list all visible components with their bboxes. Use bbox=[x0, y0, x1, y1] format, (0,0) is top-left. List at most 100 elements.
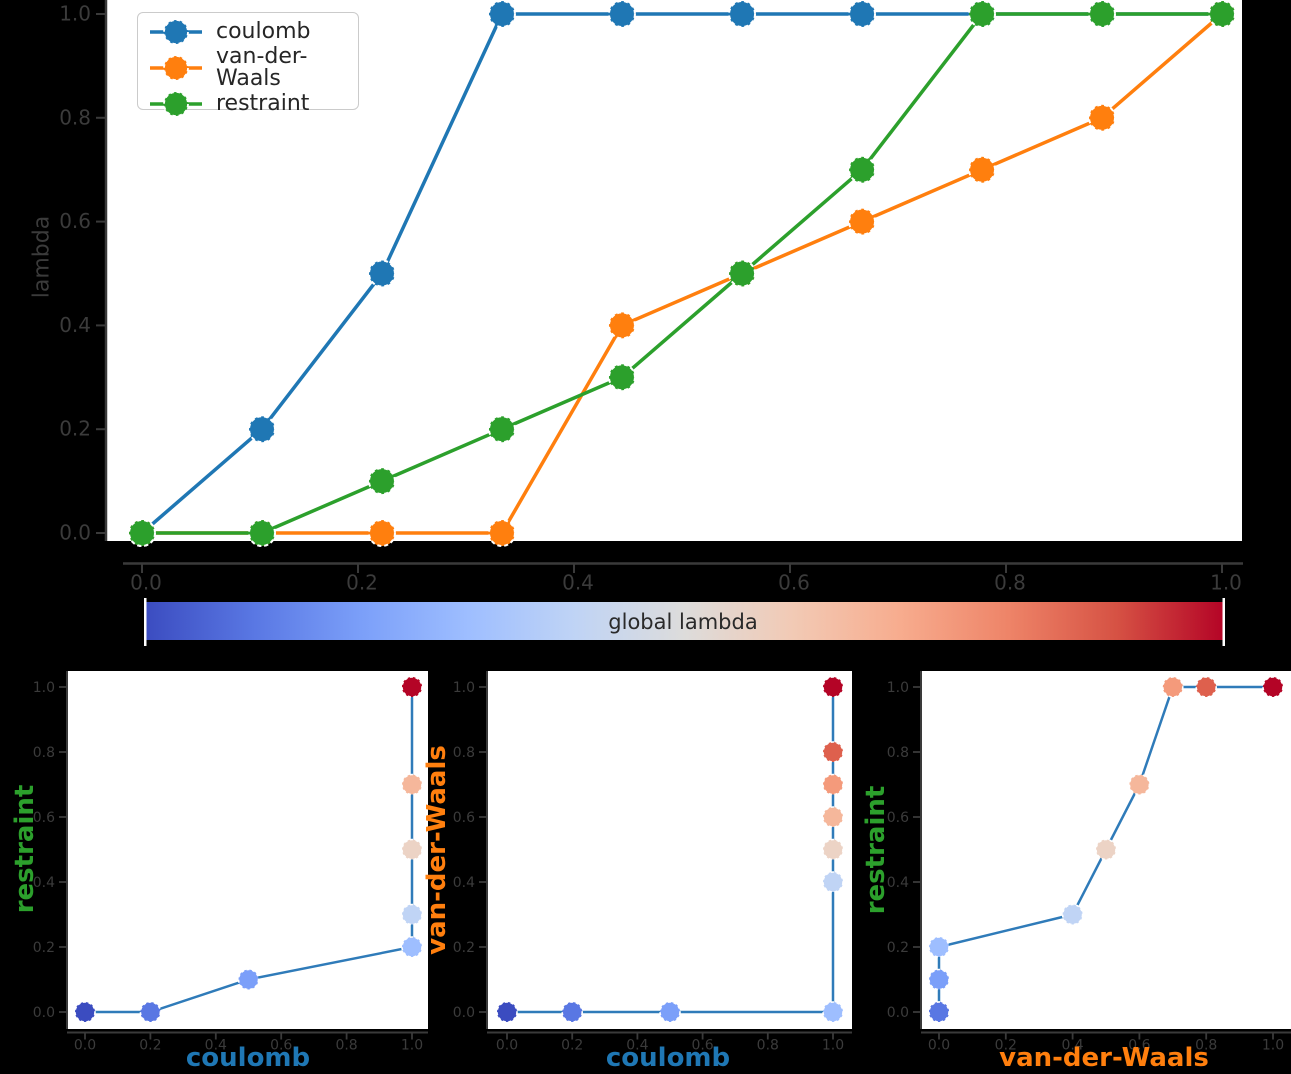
data-point-van-der-Waals bbox=[607, 311, 636, 340]
tick-label: 0.4 bbox=[562, 571, 594, 595]
data-point bbox=[401, 936, 423, 958]
data-point bbox=[1162, 676, 1184, 698]
series-line-restraint bbox=[142, 12, 1222, 535]
tick-label: 0.8 bbox=[453, 745, 475, 761]
data-point-restraint bbox=[367, 467, 396, 496]
tick-label: 1.0 bbox=[453, 680, 475, 696]
tick-label: 0.8 bbox=[887, 745, 909, 761]
data-point-coulomb bbox=[247, 415, 276, 444]
tick-label: 0.2 bbox=[33, 940, 55, 956]
tick-label: 0.6 bbox=[1128, 1038, 1150, 1054]
subplot2-y-axis-label: van-der-Waals bbox=[422, 745, 452, 955]
data-point bbox=[1061, 903, 1084, 926]
subplot1-x-axis-label: coulomb bbox=[185, 1043, 311, 1073]
tick-label: 0.8 bbox=[994, 571, 1026, 595]
data-point-restraint bbox=[247, 519, 276, 547]
tick-label: 0.4 bbox=[205, 1038, 227, 1054]
data-point-van-der-Waals bbox=[487, 519, 516, 547]
colorbar bbox=[145, 602, 1224, 640]
subplot-line bbox=[85, 687, 414, 1014]
tick-label: 0.6 bbox=[33, 810, 55, 826]
data-point-restraint bbox=[968, 0, 997, 28]
subplot3-y-axis-label: restraint bbox=[861, 785, 891, 915]
data-point-restraint bbox=[1208, 0, 1236, 28]
tick-label: 0.2 bbox=[59, 417, 91, 441]
data-point bbox=[1262, 676, 1284, 698]
subplot1-y-axis-label: restraint bbox=[10, 784, 40, 914]
data-point bbox=[561, 1001, 584, 1023]
tick-label: 0.2 bbox=[139, 1038, 161, 1054]
tick-label: 0.2 bbox=[453, 940, 475, 956]
data-point-restraint bbox=[487, 415, 516, 444]
tick-label: 0.2 bbox=[561, 1038, 583, 1054]
tick-label: 0.0 bbox=[496, 1038, 518, 1054]
data-point bbox=[928, 968, 950, 991]
legend-label-van-der-waals: van-der-Waals bbox=[216, 44, 308, 91]
tick-label: 1.0 bbox=[1262, 1038, 1284, 1054]
data-point bbox=[822, 838, 844, 861]
tick-label: 0.4 bbox=[887, 875, 909, 891]
data-point-van-der-Waals bbox=[1088, 103, 1117, 132]
data-point bbox=[1195, 676, 1217, 698]
tick-label: 0.0 bbox=[33, 1005, 55, 1021]
tick-label: 0.4 bbox=[33, 875, 55, 891]
tick-label: 1.0 bbox=[1210, 571, 1242, 595]
legend-label-restraint: restraint bbox=[216, 91, 310, 116]
data-point bbox=[401, 903, 423, 926]
tick-label: 0.6 bbox=[453, 810, 475, 826]
colorbar-right-edge bbox=[1222, 598, 1225, 646]
tick-label: 0.0 bbox=[59, 521, 91, 545]
tick-label: 1.0 bbox=[887, 680, 909, 696]
legend: coulomb van-der-Waals restraint bbox=[137, 12, 359, 117]
data-point-restraint bbox=[1088, 0, 1117, 28]
tick-label: 0.4 bbox=[59, 313, 91, 337]
data-point bbox=[1128, 773, 1151, 796]
tick-label: 0.8 bbox=[33, 745, 55, 761]
tick-label: 1.0 bbox=[33, 680, 55, 696]
tick-label: 1.0 bbox=[401, 1038, 423, 1054]
tick-label: 0.0 bbox=[887, 1005, 909, 1021]
legend-marker-coulomb-icon bbox=[150, 19, 202, 45]
data-point-van-der-Waals bbox=[968, 155, 997, 184]
tick-label: 0.6 bbox=[691, 1038, 713, 1054]
data-point bbox=[822, 871, 844, 893]
data-point bbox=[822, 741, 844, 763]
data-point bbox=[74, 1001, 96, 1023]
tick-label: 0.4 bbox=[453, 875, 475, 891]
tick-label: 0.6 bbox=[59, 209, 91, 233]
data-point bbox=[822, 676, 844, 698]
data-point-restraint bbox=[728, 259, 757, 288]
tick-label: 0.4 bbox=[1061, 1038, 1083, 1054]
subplot-area-2 bbox=[488, 671, 852, 1029]
data-point-coulomb bbox=[487, 0, 516, 28]
colorbar-label: global lambda bbox=[608, 610, 758, 634]
data-point bbox=[928, 936, 950, 958]
tick-label: 0.0 bbox=[453, 1005, 475, 1021]
data-point bbox=[237, 968, 260, 991]
tick-label: 0.6 bbox=[778, 571, 810, 595]
data-point bbox=[401, 773, 423, 796]
tick-label: 1.0 bbox=[822, 1038, 844, 1054]
data-point bbox=[401, 676, 423, 698]
main-y-axis-label: lambda bbox=[29, 215, 55, 299]
legend-label-coulomb: coulomb bbox=[216, 19, 311, 44]
subplot-line bbox=[507, 687, 835, 1014]
tick-label: 0.2 bbox=[887, 940, 909, 956]
data-point bbox=[928, 1001, 950, 1023]
data-point bbox=[822, 773, 844, 796]
legend-item-restraint: restraint bbox=[148, 90, 348, 118]
tick-label: 0.8 bbox=[757, 1038, 779, 1054]
data-point bbox=[822, 806, 844, 828]
tick-label: 0.0 bbox=[928, 1038, 950, 1054]
tick-label: 0.0 bbox=[130, 571, 162, 595]
tick-label: 0.8 bbox=[335, 1038, 357, 1054]
legend-item-coulomb: coulomb bbox=[148, 18, 348, 46]
subplot2-x-axis-label: coulomb bbox=[605, 1043, 731, 1073]
colorbar-left-edge bbox=[144, 598, 147, 646]
tick-label: 0.2 bbox=[995, 1038, 1017, 1054]
data-point-coulomb bbox=[848, 0, 877, 28]
data-point-restraint bbox=[128, 519, 156, 547]
data-point-van-der-Waals bbox=[367, 519, 396, 547]
tick-label: 0.0 bbox=[74, 1038, 96, 1054]
